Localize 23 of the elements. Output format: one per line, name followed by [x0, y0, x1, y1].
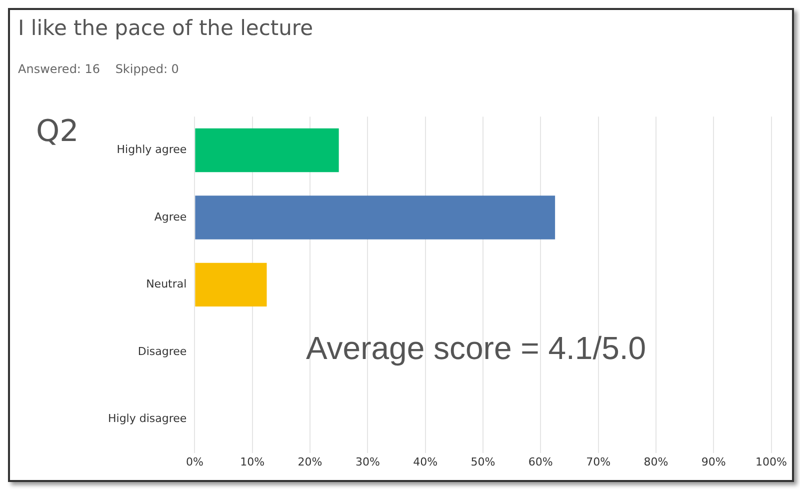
x-tick-label: 50%	[470, 455, 496, 468]
x-tick-label: 20%	[298, 455, 322, 468]
bar	[195, 262, 267, 307]
x-tick-label: 30%	[355, 455, 380, 468]
text: Answered: 16 Skipped: 0	[18, 62, 179, 76]
y-tick-label: Disagree	[138, 344, 187, 358]
x-tick-label: 0%	[186, 455, 204, 468]
text: Q2	[36, 114, 79, 149]
y-tick-label: Highly agree	[116, 143, 187, 156]
bar	[195, 128, 339, 172]
y-tick-label: Neutral	[146, 278, 187, 291]
x-tick-label: 60%	[528, 455, 553, 468]
chart-title: I like the pace of the lecture	[18, 16, 314, 40]
bar	[195, 196, 556, 240]
x-tick-label: 70%	[586, 455, 611, 468]
x-tick-label: 10%	[240, 455, 265, 468]
y-tick-label: Higly disagree	[108, 412, 187, 426]
x-tick-label: 100%	[756, 455, 788, 468]
annotation: Average score = 4.1/5.0	[306, 330, 646, 367]
x-tick-label: 90%	[701, 455, 726, 468]
x-tick-label: 80%	[644, 455, 668, 468]
y-tick-label: Agree	[154, 210, 187, 224]
x-tick-label: 40%	[413, 455, 438, 468]
